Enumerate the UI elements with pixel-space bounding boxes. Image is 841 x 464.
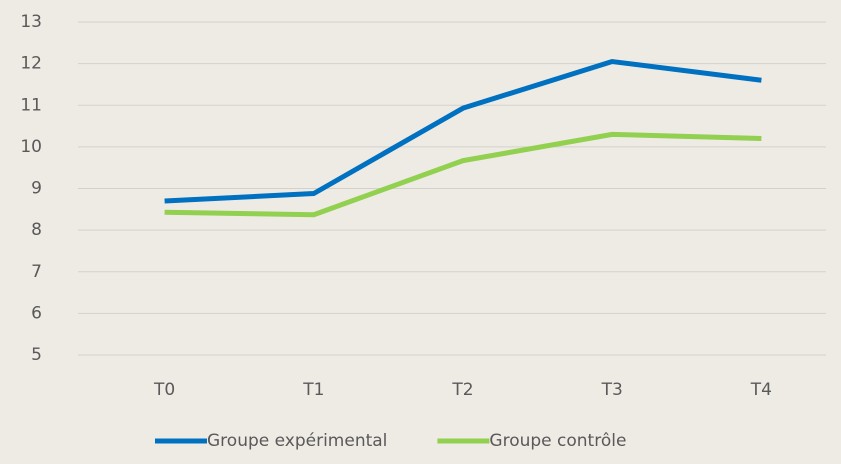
y-tick-label: 11 bbox=[20, 95, 42, 115]
series-line bbox=[164, 59, 762, 204]
x-tick-label: T1 bbox=[302, 380, 324, 400]
y-tick-label: 7 bbox=[31, 262, 42, 282]
y-tick-label: 9 bbox=[31, 179, 42, 199]
y-tick-label: 5 bbox=[31, 345, 42, 365]
x-tick-label: T4 bbox=[750, 380, 772, 400]
y-tick-label: 13 bbox=[20, 12, 42, 32]
x-tick-label: T0 bbox=[153, 380, 175, 400]
x-tick-label: T3 bbox=[601, 380, 623, 400]
y-tick-label: 6 bbox=[31, 303, 42, 323]
legend-label: Groupe expérimental bbox=[207, 431, 387, 451]
legend-label: Groupe contrôle bbox=[489, 431, 626, 451]
y-tick-label: 8 bbox=[31, 220, 42, 240]
series-line bbox=[164, 131, 762, 218]
y-tick-label: 12 bbox=[20, 54, 42, 74]
x-tick-label: T2 bbox=[451, 380, 473, 400]
y-tick-label: 10 bbox=[20, 137, 42, 157]
